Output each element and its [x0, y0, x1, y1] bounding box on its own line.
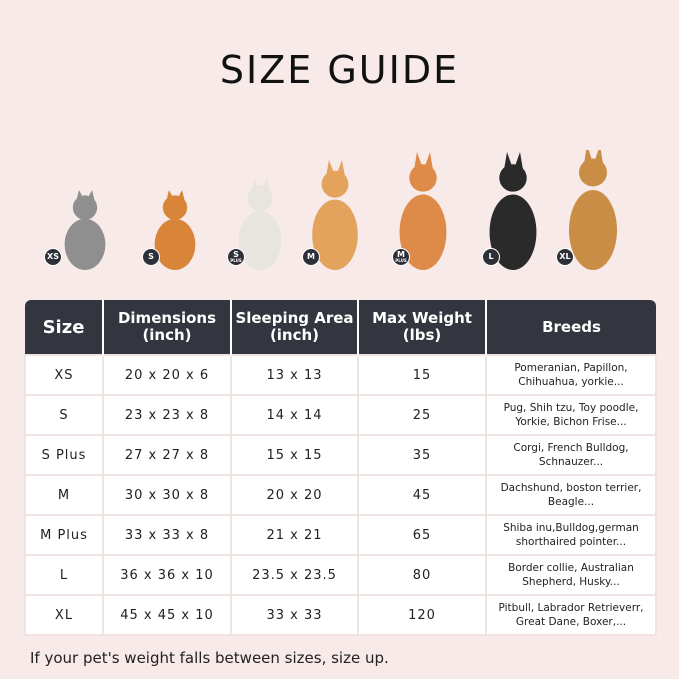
header-breeds: Breeds [485, 300, 656, 355]
table-row: S Plus 27 x 27 x 8 15 x 15 35 Corgi, French … [24, 434, 657, 476]
table-row: XS 20 x 20 x 6 13 x 13 15 Pomeranian, Papill… [24, 354, 657, 396]
cell-size: S Plus [24, 434, 104, 476]
cell-sleeping-area: 15 x 15 [230, 434, 359, 476]
cell-sleeping-area: 21 x 21 [230, 514, 359, 556]
size-badge: XL [556, 248, 574, 266]
table-row: S 23 x 23 x 8 14 x 14 25 Pug, Shih tzu, Toy … [24, 394, 657, 436]
cell-sleeping-area: 13 x 13 [230, 354, 359, 396]
cell-breeds: Pomeranian, Papillon, Chihuahua, yorkie.… [485, 354, 657, 396]
cell-max-weight: 45 [357, 474, 487, 516]
size-badge: M PLUS [392, 248, 410, 266]
pet-silhouette-icon [64, 190, 106, 270]
cell-dimensions: 36 x 36 x 10 [102, 554, 232, 596]
cell-max-weight: 65 [357, 514, 487, 556]
cell-size: XL [24, 594, 104, 636]
pet-1: S [130, 150, 210, 270]
size-badge: XS [44, 248, 62, 266]
table-row: XL 45 x 45 x 10 33 x 33 120 Pitbull, Labrado… [24, 594, 657, 636]
cell-sleeping-area: 23.5 x 23.5 [230, 554, 359, 596]
cell-dimensions: 30 x 30 x 8 [102, 474, 232, 516]
cell-max-weight: 15 [357, 354, 487, 396]
cell-dimensions: 23 x 23 x 8 [102, 394, 232, 436]
table-row: M Plus 33 x 33 x 8 21 x 21 65 Shiba inu,Bull… [24, 514, 657, 556]
size-table: Size Dimensions (inch) Sleeping Area (in… [24, 300, 657, 636]
table-row: L 36 x 36 x 10 23.5 x 23.5 80 Border collie,… [24, 554, 657, 596]
cell-max-weight: 120 [357, 594, 487, 636]
cell-max-weight: 25 [357, 394, 487, 436]
pet-silhouette-icon [399, 152, 447, 270]
cell-breeds: Corgi, French Bulldog, Schnauzer... [485, 434, 657, 476]
page-title: SIZE GUIDE [219, 48, 460, 92]
pet-6: XL [548, 150, 628, 270]
pet-silhouette-icon [154, 190, 196, 270]
cell-dimensions: 33 x 33 x 8 [102, 514, 232, 556]
cell-sleeping-area: 33 x 33 [230, 594, 359, 636]
cell-size: XS [24, 354, 104, 396]
pet-4: M PLUS [378, 150, 458, 270]
size-badge: L [482, 248, 500, 266]
table-row: M 30 x 30 x 8 20 x 20 45 Dachshund, boston t… [24, 474, 657, 516]
cell-sleeping-area: 20 x 20 [230, 474, 359, 516]
cell-breeds: Pitbull, Labrador Retrieverr, Great Dane… [485, 594, 657, 636]
pet-silhouette-icon [489, 152, 537, 270]
header-sleeping-area: Sleeping Area (inch) [230, 300, 358, 355]
cell-breeds: Border collie, Australian Shepherd, Husk… [485, 554, 657, 596]
cell-dimensions: 27 x 27 x 8 [102, 434, 232, 476]
pet-0: XS [40, 150, 120, 270]
size-badge: M [302, 248, 320, 266]
pet-silhouette-icon [569, 150, 617, 270]
cell-breeds: Pug, Shih tzu, Toy poodle, Yorkie, Bicho… [485, 394, 657, 436]
cell-size: S [24, 394, 104, 436]
cell-breeds: Dachshund, boston terrier, Beagle... [485, 474, 657, 516]
cell-size: L [24, 554, 104, 596]
cell-dimensions: 45 x 45 x 10 [102, 594, 232, 636]
header-dimensions: Dimensions (inch) [102, 300, 231, 355]
cell-sleeping-area: 14 x 14 [230, 394, 359, 436]
pet-silhouette-icon [312, 160, 358, 270]
pet-silhouette-icon [238, 178, 282, 270]
cell-size: M Plus [24, 514, 104, 556]
cell-max-weight: 35 [357, 434, 487, 476]
size-badge: S PLUS [227, 248, 245, 266]
pet-2: S PLUS [215, 150, 295, 270]
size-badge: S [142, 248, 160, 266]
header-size: Size [25, 300, 103, 355]
pet-3: M [290, 150, 370, 270]
cell-max-weight: 80 [357, 554, 487, 596]
sizing-note: If your pet's weight falls between sizes… [30, 649, 389, 667]
pet-5: L [468, 150, 548, 270]
header-max-weight: Max Weight (lbs) [357, 300, 486, 355]
cell-dimensions: 20 x 20 x 6 [102, 354, 232, 396]
cell-size: M [24, 474, 104, 516]
cell-breeds: Shiba inu,Bulldog,german shorthaired poi… [485, 514, 657, 556]
